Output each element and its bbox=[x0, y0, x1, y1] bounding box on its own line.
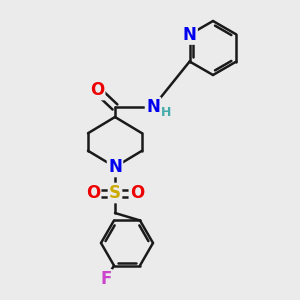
Text: N: N bbox=[183, 26, 196, 44]
Text: O: O bbox=[90, 81, 104, 99]
Text: H: H bbox=[161, 106, 171, 118]
Text: F: F bbox=[100, 270, 112, 288]
Text: S: S bbox=[109, 184, 121, 202]
Text: N: N bbox=[108, 158, 122, 176]
Text: N: N bbox=[146, 98, 160, 116]
Text: O: O bbox=[130, 184, 144, 202]
Text: O: O bbox=[86, 184, 100, 202]
